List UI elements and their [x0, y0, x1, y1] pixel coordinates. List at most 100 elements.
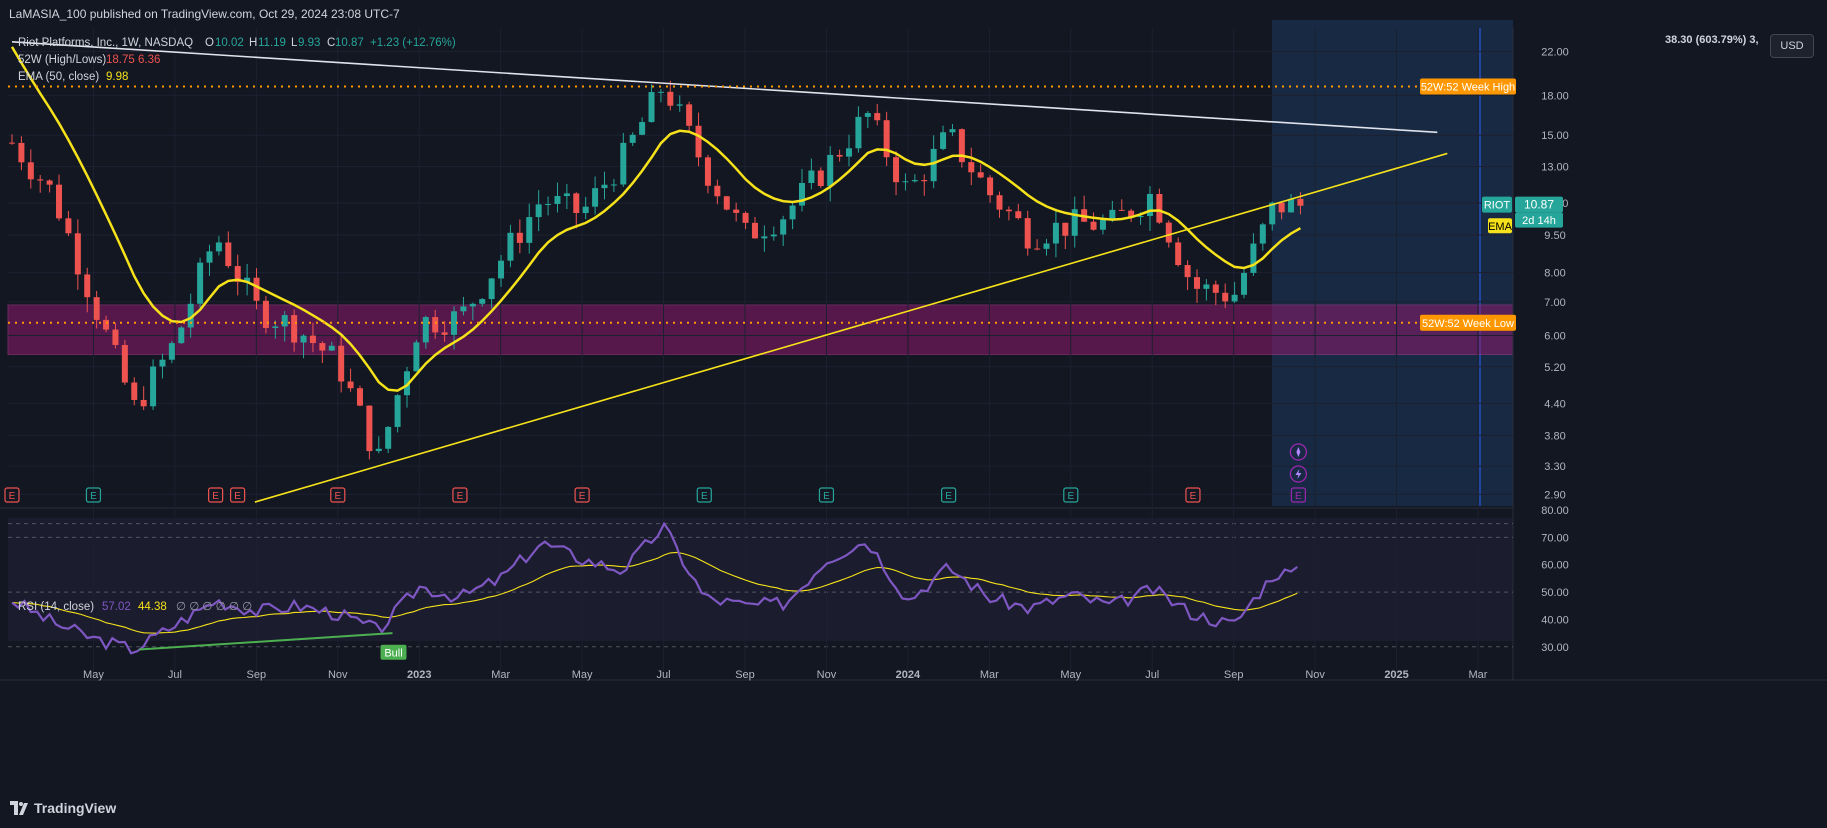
- candle: [1099, 214, 1106, 235]
- candle: [648, 84, 655, 123]
- candle: [526, 203, 533, 254]
- earnings-marker-box: [1063, 487, 1079, 503]
- candle: [9, 134, 15, 145]
- candle-body: [1165, 222, 1172, 243]
- candle-body: [215, 242, 222, 252]
- earnings-marker[interactable]: E: [452, 487, 468, 503]
- candle-body: [667, 91, 674, 106]
- candle: [789, 202, 796, 230]
- candle: [187, 293, 194, 338]
- earnings-marker[interactable]: E: [1063, 487, 1079, 503]
- candle: [958, 128, 965, 168]
- candle-body: [432, 317, 439, 333]
- earnings-marker-box: [1290, 487, 1306, 503]
- candle: [573, 192, 580, 229]
- candle-body: [291, 315, 298, 343]
- time-tick-label: 2023: [407, 669, 431, 681]
- candle-body: [46, 180, 53, 185]
- candle-body: [977, 172, 984, 178]
- support-zone: [7, 304, 1514, 356]
- 52w-low-tag: 52W:52 Week Low: [1420, 314, 1516, 331]
- ascending-trendline[interactable]: [254, 152, 1448, 503]
- candle-body: [168, 343, 175, 360]
- legend-close: 10.87: [335, 37, 364, 49]
- earnings-marker[interactable]: E: [574, 487, 590, 503]
- earnings-marker-box: [85, 487, 102, 503]
- crypto-event-icon[interactable]: [1289, 443, 1308, 461]
- earnings-marker[interactable]: E: [330, 487, 346, 503]
- earnings-marker[interactable]: E: [1290, 487, 1306, 503]
- candle: [545, 196, 552, 216]
- candle: [535, 190, 542, 232]
- earnings-marker-label: E: [1295, 491, 1302, 502]
- earnings-marker-label: E: [701, 491, 708, 502]
- earnings-marker[interactable]: E: [4, 487, 20, 503]
- candle-body: [1052, 222, 1059, 244]
- dividend-event-icon[interactable]: [1289, 465, 1308, 483]
- candle-body: [1024, 218, 1031, 249]
- candle: [874, 103, 881, 126]
- candle-body: [441, 332, 448, 335]
- earnings-marker-label: E: [334, 491, 341, 502]
- candle: [704, 154, 711, 194]
- time-tick-label: Nov: [328, 669, 348, 681]
- earnings-marker-label: E: [579, 491, 586, 502]
- candle: [1175, 237, 1182, 267]
- candle-body: [940, 132, 947, 149]
- earnings-marker-label: E: [457, 491, 464, 502]
- earnings-marker-box: [208, 487, 224, 503]
- earnings-marker[interactable]: E: [230, 487, 246, 503]
- candle-body: [648, 92, 655, 123]
- earnings-marker[interactable]: E: [941, 487, 957, 503]
- candle: [629, 132, 636, 146]
- candle: [356, 385, 363, 407]
- candle-body: [639, 122, 646, 135]
- price-tick-label: 15.00: [1541, 130, 1569, 142]
- candle-body: [1184, 265, 1191, 278]
- earnings-marker[interactable]: E: [85, 487, 102, 503]
- countdown-tag-bg: [1515, 212, 1563, 228]
- earnings-marker-label: E: [1067, 491, 1074, 502]
- candle-body: [1090, 221, 1097, 230]
- candle: [281, 311, 288, 342]
- earnings-marker[interactable]: E: [1185, 487, 1201, 503]
- time-tick-label: Nov: [817, 669, 837, 681]
- candle-body: [338, 345, 345, 382]
- candle-body: [112, 329, 119, 345]
- candle-body: [780, 219, 787, 235]
- candle-body: [1005, 209, 1012, 212]
- earnings-marker[interactable]: E: [696, 487, 712, 503]
- legend-ema-value: 9.98: [106, 71, 128, 83]
- earnings-marker[interactable]: E: [818, 487, 835, 503]
- candle-body: [704, 157, 711, 186]
- earnings-marker-box: [696, 487, 712, 503]
- candle-body: [610, 184, 617, 186]
- candle-body: [27, 162, 34, 180]
- earnings-marker-label: E: [945, 491, 952, 502]
- descending-trendline[interactable]: [11, 41, 1438, 134]
- candle-body: [695, 125, 702, 158]
- price-tick-label: 3.80: [1544, 430, 1565, 442]
- time-tick-label: May: [572, 669, 593, 681]
- price-tag-text: 10.87: [1524, 198, 1554, 212]
- candle: [159, 353, 166, 379]
- candle-body: [582, 206, 589, 213]
- earnings-marker-box: [230, 487, 246, 503]
- candle: [291, 309, 298, 352]
- candle-body: [883, 120, 890, 158]
- candle: [1146, 186, 1153, 231]
- earnings-marker-box: [574, 487, 590, 503]
- candle: [150, 359, 157, 410]
- earnings-marker[interactable]: E: [208, 487, 224, 503]
- candle: [940, 125, 947, 151]
- candle: [770, 226, 777, 241]
- candle: [338, 335, 345, 393]
- candle-body: [968, 162, 975, 173]
- candle-body: [131, 382, 138, 400]
- price-tick-label: 2.90: [1544, 489, 1565, 501]
- candle-body: [319, 343, 326, 351]
- candle-body: [987, 177, 994, 196]
- currency-button[interactable]: USD: [1770, 34, 1814, 58]
- price-tick-label: 3.30: [1544, 461, 1565, 473]
